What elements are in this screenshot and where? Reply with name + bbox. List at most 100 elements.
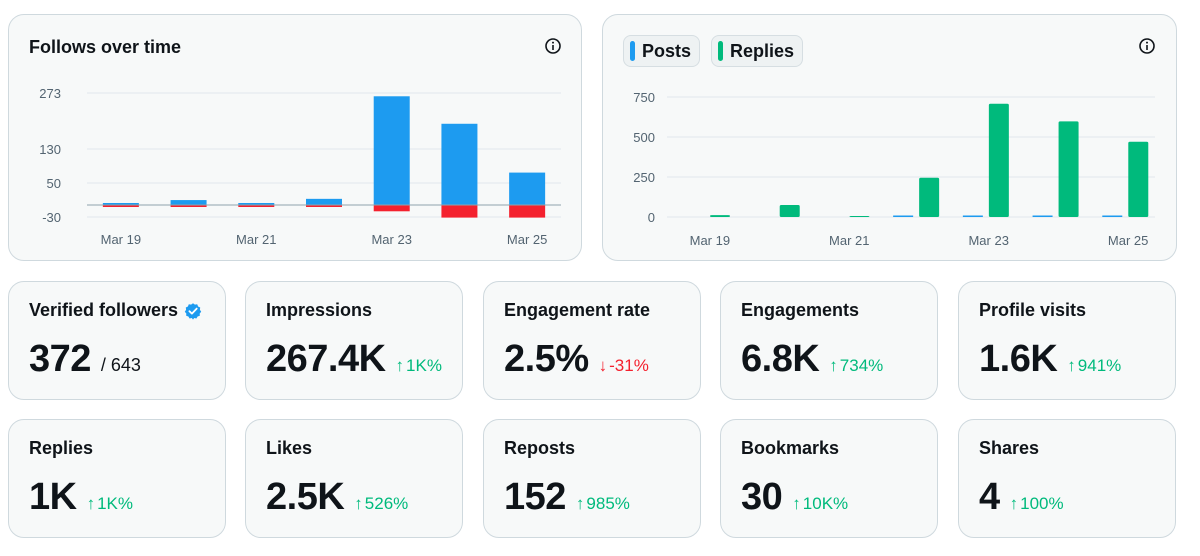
x-tick-label: Mar 19 [101,232,141,247]
y-tick-label: 500 [633,130,655,145]
stat-label: Bookmarks [741,438,840,458]
legend-replies-toggle[interactable]: Replies [711,35,804,67]
y-tick-label: 250 [633,170,655,185]
stat-change: ↑ 1K% [395,356,442,375]
x-tick-label: Mar 19 [690,233,730,248]
follow-bar [373,96,410,205]
follow-bar [238,203,275,205]
replies-bar [710,215,730,217]
follow-bar [306,198,342,205]
stat-card-likes[interactable]: Likes 2.5K ↑ 526% [245,419,463,538]
follow-bar [509,172,546,205]
follow-bar [170,200,207,205]
legend-replies-label: Replies [730,40,795,61]
stat-label: Verified followers [29,300,179,320]
unfollow-bar [509,205,546,218]
stat-value: 1.6K [979,338,1058,380]
stat-change: ↑ 1K% [86,494,133,513]
x-tick-label: Mar 21 [236,232,276,247]
posts-chart: 750 500 250 0 Mar 19 Mar 21 Mar 23 Mar 25 [633,90,1155,248]
stat-card-impressions[interactable]: Impressions 267.4K ↑ 1K% [245,281,463,400]
stat-label: Profile visits [979,300,1087,320]
verified-badge-icon [184,302,202,320]
stat-value: 372 [29,338,91,380]
replies-swatch [718,41,723,61]
posts-swatch [630,41,635,61]
stat-card-bookmarks[interactable]: Bookmarks 30 ↑ 10K% [720,419,938,538]
stat-change: ↑ 985% [575,494,630,513]
follows-chart-card: Follows over time 273 130 50 -30 Mar 19 Mar 2… [8,14,582,261]
replies-bar [849,216,870,217]
stat-value: 152 [504,476,566,518]
follows-chart-title: Follows over time [29,37,182,57]
y-tick-label: -30 [42,210,61,225]
info-icon[interactable] [544,37,562,55]
x-tick-label: Mar 23 [968,233,1008,248]
stat-change: ↑ 100% [1009,494,1064,513]
stat-change: ↓ -31% [598,356,649,375]
arrow-down-icon: ↓ [598,356,608,375]
y-tick-label: 750 [633,90,655,105]
y-tick-label: 130 [39,142,61,157]
stat-total: / 643 [100,355,141,375]
arrow-up-icon: ↑ [1067,356,1076,375]
posts-bar [1032,215,1053,217]
y-tick-label: 50 [47,176,61,191]
x-tick-label: Mar 25 [507,232,547,247]
x-tick-label: Mar 23 [371,232,411,247]
stat-label: Likes [266,438,313,458]
stat-value: 30 [741,476,783,518]
stat-label: Replies [29,438,94,458]
x-tick-label: Mar 21 [829,233,869,248]
arrow-up-icon: ↑ [829,356,838,375]
unfollow-bar [373,205,410,212]
legend-posts-toggle[interactable]: Posts [623,35,701,67]
arrow-up-icon: ↑ [1009,494,1019,513]
stat-change: ↑ 10K% [792,494,849,513]
stat-label: Impressions [266,300,373,320]
posts-bar [1102,215,1123,217]
arrow-up-icon: ↑ [86,494,96,513]
stat-value: 2.5% [504,338,589,380]
posts-chart-card: Posts Replies 750 500 250 0 Mar 19 Mar 21 Mar … [602,14,1177,261]
stat-card-reposts[interactable]: Reposts 152 ↑ 985% [483,419,701,538]
stat-card-engagement-rate[interactable]: Engagement rate 2.5% ↓ -31% [483,281,701,400]
stat-value: 1K [29,476,77,518]
stat-label: Engagements [741,300,860,320]
stat-card-shares[interactable]: Shares 4 ↑ 100% [958,419,1176,538]
stat-label: Reposts [504,438,576,458]
y-tick-label: 0 [648,210,655,225]
posts-bar [893,215,914,217]
stat-value: 6.8K [741,338,820,380]
follow-bar [102,203,139,205]
arrow-up-icon: ↑ [354,494,363,513]
stat-change: ↑ 734% [829,356,884,375]
posts-bar [962,215,983,217]
unfollow-bar [306,205,342,207]
info-icon[interactable] [1138,37,1156,55]
stat-change: ↑ 526% [354,494,409,513]
stat-card-profile-visits[interactable]: Profile visits 1.6K ↑ 941% [958,281,1176,400]
x-tick-label: Mar 25 [1108,233,1148,248]
stat-label: Shares [979,438,1040,458]
arrow-up-icon: ↑ [792,494,801,513]
stat-card-verified-followers[interactable]: Verified followers 372 / 643 [8,281,226,400]
legend-posts-label: Posts [642,40,692,61]
replies-bar [988,103,1009,217]
arrow-up-icon: ↑ [395,356,405,375]
unfollow-bar [102,205,139,207]
replies-bar [1128,141,1149,217]
unfollow-bar [170,205,207,207]
follow-bar [441,123,478,205]
y-tick-label: 273 [39,86,61,101]
arrow-up-icon: ↑ [575,494,585,513]
unfollow-bar [238,205,275,207]
stat-card-replies[interactable]: Replies 1K ↑ 1K% [8,419,226,538]
stat-change: ↑ 941% [1067,356,1122,375]
replies-bar [1058,121,1079,217]
follows-chart: 273 130 50 -30 Mar 19 Mar 21 Mar 23 Mar 25 [39,86,561,247]
stat-value: 2.5K [266,476,345,518]
replies-bar [919,177,940,217]
replies-bar [779,205,800,217]
stat-card-engagements[interactable]: Engagements 6.8K ↑ 734% [720,281,938,400]
